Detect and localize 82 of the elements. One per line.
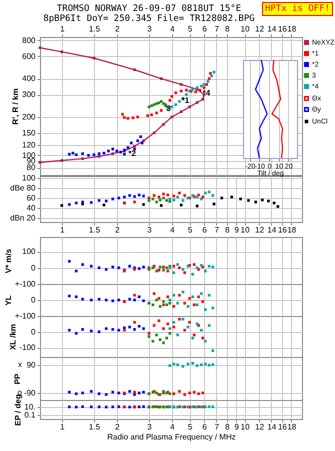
x-tick-label: 7 <box>214 24 220 34</box>
x-tick-label: 8 <box>225 226 230 234</box>
x-tick-label: 1 <box>60 226 66 234</box>
x-tick-label: 5 <box>188 422 193 432</box>
x-tick-label: 6 <box>202 422 208 432</box>
y-tick-label: 60 <box>26 194 36 202</box>
x-tick-label: 18 <box>287 24 297 34</box>
y-tick-label: -90 <box>24 388 36 398</box>
y-tick-label: 200 <box>22 112 36 122</box>
x-tick-label: 1.5 <box>88 226 101 234</box>
y-tick-label: +-100 <box>14 312 36 320</box>
x-tick-label: 14 <box>267 226 277 234</box>
x-tick-label: 10 <box>240 422 250 432</box>
chart-subtitle: 8pBP6It DoY= 250.345 File= TR128082.BPG <box>43 14 255 24</box>
x-tick-label: 7 <box>214 226 220 234</box>
x-tick-label: 18 <box>287 226 297 234</box>
y-tick-label: 0 <box>31 296 36 304</box>
x-tick-label: 2 <box>115 226 120 234</box>
y-tick-label: dBn 20 <box>10 214 36 222</box>
x-tick-label: 2 <box>115 24 120 34</box>
x-tick-label: 12 <box>255 226 265 234</box>
y-tick-label: 400 <box>22 74 36 84</box>
y-tick-label: +-100 <box>14 280 36 288</box>
x-tick-label: 16 <box>278 226 288 234</box>
y-tick-label: 120 <box>22 140 36 150</box>
y-tick-label: 600 <box>22 52 36 61</box>
x-tick-label: 9 <box>234 226 240 234</box>
y-axis-title: XL /km <box>8 324 18 350</box>
x-tick-label: 7 <box>214 422 220 432</box>
y-tick-label: 40 <box>26 204 36 212</box>
y-tick-label: 300 <box>22 90 36 100</box>
x-tick-label: 4 <box>170 422 176 432</box>
y-tick-label: 150 <box>22 128 36 138</box>
x-tick-label: 6 <box>202 226 208 234</box>
x-tick-label: 6 <box>202 24 208 34</box>
chart-title: TROMSO NORWAY 26-09-07 0818UT 15°E <box>56 4 242 14</box>
x-tick-label: 2 <box>115 422 120 432</box>
y-tick-label: dBe 80 <box>10 184 36 192</box>
x-tick-label: 16 <box>278 24 288 34</box>
y-tick-label: 100 <box>22 174 36 182</box>
x-tick-label: 14 <box>267 422 277 432</box>
y-tick-label: 0.1 <box>24 410 36 420</box>
annotation: *2 <box>128 149 137 158</box>
y-axis-title: EP / deg <box>13 394 22 426</box>
text: HPTx is OFF! <box>262 2 333 16</box>
x-tick-label: 10 <box>240 226 250 234</box>
x-tick-label: 4 <box>170 24 176 34</box>
x-tick-label: 12 <box>255 24 265 34</box>
y-axis-title: R', R / km <box>11 88 20 125</box>
text: x <box>18 360 22 369</box>
y-axis-title: YL <box>4 295 13 306</box>
annotation: *4 <box>202 88 211 98</box>
x-tick-label: 8 <box>225 24 230 34</box>
x-tick-label: 1 <box>60 422 66 432</box>
x-tick-label: 1.5 <box>88 24 101 34</box>
y-tick-label: 0 <box>31 263 36 272</box>
x-axis-title: Radio and Plasma Frequency / MHz <box>107 432 236 442</box>
annotation: *1 <box>182 96 190 105</box>
y-tick-label: 0 <box>31 327 36 336</box>
x-tick-label: 14 <box>267 24 277 34</box>
x-tick-label: 8 <box>225 422 230 432</box>
y-tick-label: 10. <box>24 402 36 412</box>
x-tick-label: 5 <box>188 226 193 234</box>
y-axis-title: V* m/s <box>4 248 13 274</box>
y-tick-label: 800 <box>22 36 36 45</box>
y-tick-label: -100 <box>19 343 36 352</box>
y-tick-label: 90 <box>26 360 36 370</box>
y-tick-label: 80 <box>26 163 36 172</box>
x-tick-label: 10 <box>240 24 250 34</box>
x-tick-label: 4 <box>170 226 176 234</box>
x-tick-label: 1 <box>60 24 66 34</box>
x-tick-label: 16 <box>278 422 288 432</box>
x-tick-label: 3 <box>147 226 152 234</box>
x-tick-label: 12 <box>255 422 265 432</box>
x-tick-label: 18 <box>287 422 297 432</box>
x-tick-label: 1.5 <box>88 422 101 432</box>
x-tick-label: 5 <box>188 24 193 34</box>
x-tick-label: 3 <box>147 422 152 432</box>
x-tick-label: 3 <box>147 24 152 34</box>
y-tick-label: 100 <box>22 247 36 256</box>
y-axis-title: PP <box>12 373 22 384</box>
x-tick-label: 9 <box>234 422 240 432</box>
